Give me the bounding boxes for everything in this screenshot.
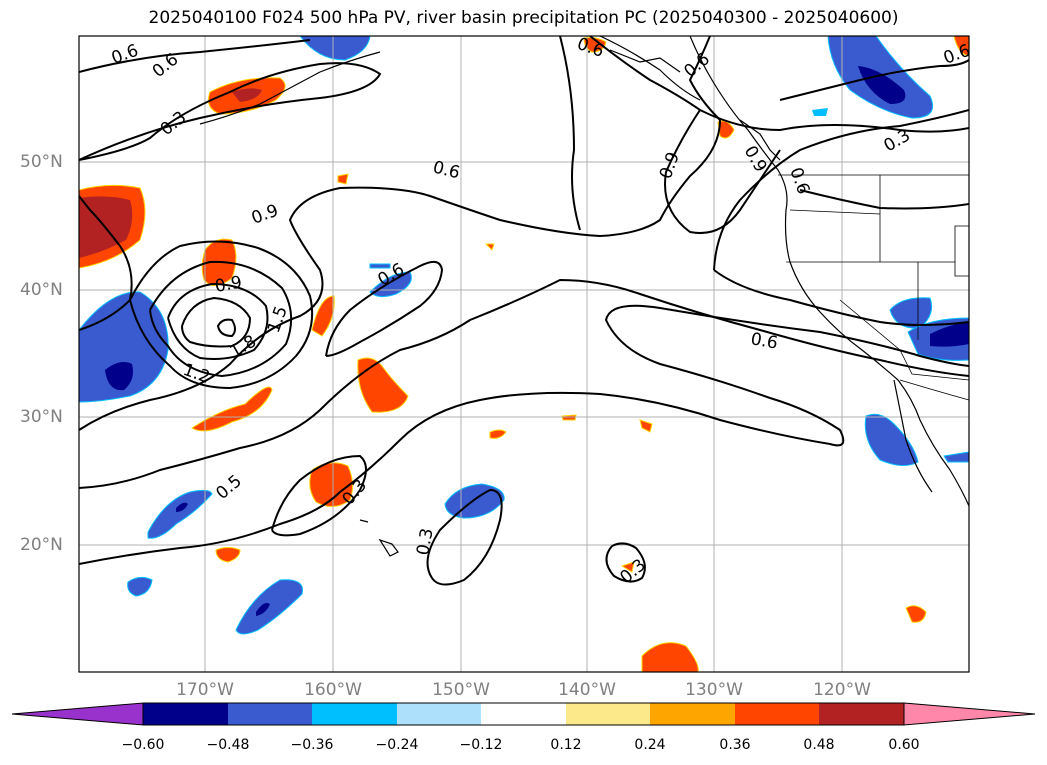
- precip-positive-region: [620, 561, 635, 573]
- precip-negative-region: [299, 36, 371, 61]
- precip-strong-positive-core: [232, 88, 262, 102]
- precip-negative-region: [127, 576, 153, 597]
- colorbar-segment: [819, 703, 904, 725]
- colorbar-segment: [650, 703, 735, 725]
- colorbar-tick-label: −0.24: [375, 737, 419, 753]
- precip-positive-region: [484, 243, 495, 251]
- colorbar-tick-label: 0.60: [888, 737, 920, 753]
- precip-strong-negative-core: [105, 362, 133, 391]
- colorbar-tick-label: 0.12: [550, 737, 582, 753]
- precip-positive-region: [641, 642, 699, 672]
- precip-negative-region: [369, 263, 391, 269]
- colorbar-segment: [397, 703, 481, 725]
- precip-positive-region: [639, 419, 653, 433]
- precip-strong-negative-core: [256, 603, 270, 616]
- colorbar-segment: [481, 703, 566, 725]
- lon-label: 150°W: [432, 680, 490, 700]
- lat-label: 50°N: [20, 152, 63, 172]
- precip-strong-negative-core: [176, 502, 188, 512]
- contour-label: 0.9: [213, 273, 243, 297]
- colorbar-segment: [143, 703, 228, 725]
- colorbar-segment: [566, 703, 650, 725]
- colorbar-segment: [735, 703, 819, 725]
- colorbar: [11, 702, 1036, 726]
- lon-label: 120°W: [813, 680, 871, 700]
- map-plot-area: 0.6 0.6 0.3 0.9 0.6 0.9 0.6 0.6 0.9 1.5 …: [79, 36, 969, 672]
- colorbar-tick-label: −0.60: [121, 737, 165, 753]
- precip-positive-region: [489, 429, 507, 439]
- colorbar-low-extension: [11, 702, 144, 726]
- colorbar-segment: [312, 703, 397, 725]
- colorbar-tick-label: −0.36: [290, 737, 334, 753]
- contour-label: 0.6: [749, 329, 779, 353]
- precip-positive-region: [311, 295, 335, 337]
- precip-negative-region: [864, 413, 919, 466]
- precip-positive-region: [215, 547, 241, 563]
- lon-label: 160°W: [304, 680, 362, 700]
- precip-negative-region: [812, 108, 828, 116]
- precip-negative-region: [147, 489, 213, 539]
- precip-positive-region: [953, 36, 969, 57]
- map-frame: [78, 35, 970, 673]
- pv-contours: [79, 36, 969, 586]
- lon-label: 170°W: [176, 680, 234, 700]
- lat-label: 40°N: [20, 280, 63, 300]
- lat-label: 30°N: [20, 407, 63, 427]
- contour-label: 0.3: [413, 527, 437, 557]
- colorbar-tick-label: 0.24: [634, 737, 666, 753]
- lat-label: 20°N: [20, 535, 63, 555]
- colorbar-tick-label: −0.12: [459, 737, 503, 753]
- precip-fields: [79, 36, 969, 672]
- precip-negative-region: [943, 451, 969, 463]
- map-title: 2025040100 F024 500 hPa PV, river basin …: [148, 8, 899, 28]
- precip-strong-negative-core: [858, 66, 906, 104]
- lon-label: 140°W: [558, 680, 616, 700]
- precip-positive-region: [191, 386, 273, 432]
- precip-positive-region: [905, 605, 927, 623]
- colorbar-tick-label: −0.48: [206, 737, 250, 753]
- colorbar-segment: [228, 703, 312, 725]
- colorbar-tick-label: 0.48: [803, 737, 835, 753]
- precip-positive-region: [357, 357, 409, 413]
- colorbar-tick-label: 0.36: [719, 737, 751, 753]
- precip-negative-region: [235, 579, 304, 635]
- precip-strong-negative-core: [930, 322, 969, 347]
- precip-positive-region: [309, 462, 354, 507]
- precip-negative-region: [79, 291, 169, 403]
- precip-positive-region: [337, 173, 349, 185]
- colorbar-high-extension: [903, 702, 1036, 726]
- lon-label: 130°W: [685, 680, 743, 700]
- political-borders: [778, 174, 969, 401]
- precip-positive-region: [583, 37, 607, 53]
